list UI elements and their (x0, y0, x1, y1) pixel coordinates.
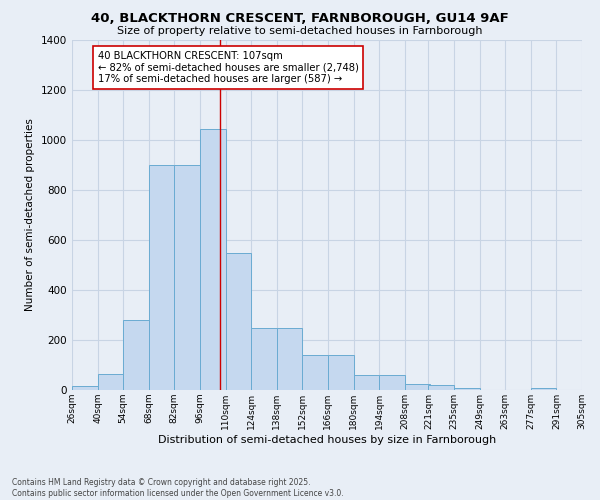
Bar (149, 165, 175, 390)
Bar (277, 328, 302, 390)
Bar (531, 388, 556, 390)
Bar (251, 328, 277, 390)
Text: Size of property relative to semi-detached houses in Farnborough: Size of property relative to semi-detach… (117, 26, 483, 36)
Bar (302, 355, 328, 390)
Bar (428, 385, 454, 390)
Bar (200, 128, 226, 390)
X-axis label: Distribution of semi-detached houses by size in Farnborough: Distribution of semi-detached houses by … (158, 434, 496, 444)
Bar (72, 386, 98, 390)
Text: Contains HM Land Registry data © Crown copyright and database right 2025.
Contai: Contains HM Land Registry data © Crown c… (12, 478, 344, 498)
Bar (353, 375, 379, 390)
Bar (175, 165, 200, 390)
Bar (454, 388, 479, 390)
Text: 40 BLACKTHORN CRESCENT: 107sqm
← 82% of semi-detached houses are smaller (2,748): 40 BLACKTHORN CRESCENT: 107sqm ← 82% of … (98, 52, 358, 84)
Bar (98, 374, 123, 390)
Bar (226, 252, 251, 390)
Y-axis label: Number of semi-detached properties: Number of semi-detached properties (25, 118, 35, 312)
Bar (379, 375, 404, 390)
Bar (123, 320, 149, 390)
Text: 40, BLACKTHORN CRESCENT, FARNBOROUGH, GU14 9AF: 40, BLACKTHORN CRESCENT, FARNBOROUGH, GU… (91, 12, 509, 26)
Bar (328, 355, 353, 390)
Bar (404, 384, 430, 390)
